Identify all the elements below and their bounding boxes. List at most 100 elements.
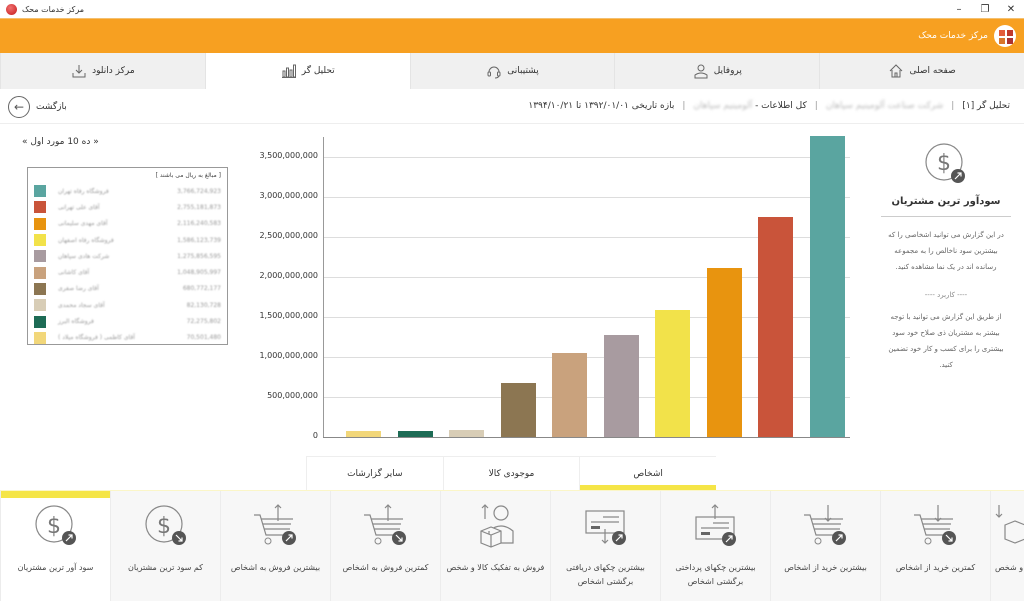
legend-name: آقای سجاد محمدی [58, 301, 105, 309]
gridline [324, 237, 850, 238]
gridline [324, 277, 850, 278]
legend-swatch [34, 282, 46, 295]
legend-value: 2,755,181,873 [177, 203, 221, 211]
legend-unit-note: [ مبالغ به ریال می باشند ] [155, 172, 221, 179]
download-icon [72, 65, 86, 78]
tab-home[interactable]: صفحه اصلی [819, 53, 1024, 89]
legend-item: آقای سجاد محمدی 82,130,728 [34, 297, 221, 313]
report-tile-label: کم سود ترین مشتریان [128, 563, 203, 572]
tab-profile[interactable]: پروفایل [614, 53, 819, 89]
legend-value: 1,048,905,997 [177, 269, 221, 277]
report-tile-label: بیشترین فروش به اشخاص [230, 563, 321, 572]
tab-analyzer[interactable]: تحلیل گر [204, 53, 410, 89]
legend-name: فروشگاه رفاه اصفهان [58, 236, 114, 244]
x-axis [323, 437, 850, 438]
tab-support[interactable]: پشتیبانی [409, 53, 615, 89]
y-tick-label: 1,500,000,000 [259, 311, 318, 320]
y-tick-label: 0 [312, 431, 318, 440]
legend-name: آقای کاظمی ( فروشگاه میلاد ) [58, 334, 135, 342]
legend-swatch [34, 250, 46, 263]
tab-persons-label: اشخاص [633, 468, 663, 479]
chart-bar[interactable] [346, 431, 381, 437]
chart-bar[interactable] [655, 310, 690, 437]
date-range-label: بازه تاریخی [631, 101, 675, 111]
breadcrumb-date-range: بازه تاریخی ۱۳۹۲/۰۱/۰۱ تا ۱۳۹۴/۱۰/۲۱ [528, 101, 674, 111]
svg-text:$: $ [157, 514, 171, 539]
dollar-up-icon: $ [34, 505, 76, 545]
info-description: در این گزارش می توانید اشخاصی را که بیشت… [888, 231, 1004, 271]
y-axis [323, 137, 324, 437]
chart-bar[interactable] [397, 431, 433, 437]
report-tile-least-sales[interactable]: کمترین فروش به اشخاص [330, 491, 440, 601]
tab-download[interactable]: مرکز دانلود [0, 53, 205, 89]
report-tile-least-purchases[interactable]: کمترین خرید از اشخاص [880, 491, 990, 601]
chart-bar[interactable] [809, 135, 845, 437]
report-tile-label: کمترین فروش به اشخاص [342, 563, 429, 572]
report-tile-label: فروش به تفکیک کالا و شخص [446, 563, 545, 572]
y-tick-label: 3,000,000,000 [259, 191, 318, 200]
legend-value: 72,275,802 [186, 318, 221, 326]
gridline [324, 357, 850, 358]
tab-support-label: پشتیبانی [507, 66, 539, 76]
legend-swatch [34, 266, 46, 279]
report-tile-sales-by-item-person[interactable]: فروش به تفکیک کالا و شخص [440, 491, 550, 601]
chart-bar[interactable] [449, 430, 484, 437]
dollar-up-icon: $ [924, 142, 968, 186]
svg-text:$: $ [47, 514, 61, 539]
tab-inventory[interactable]: موجودی کالا [442, 457, 580, 490]
cart-down-icon [363, 504, 406, 545]
legend-item: آقای کاشانی 1,048,905,997 [34, 264, 221, 280]
breadcrumb-company: شرکت صناعت آلومینیم سپاهان [825, 101, 944, 111]
y-tick-label: 2,000,000,000 [259, 271, 318, 280]
legend-name: آقای مهدی سلیمانی [58, 220, 108, 228]
box-in-icon [995, 505, 1024, 544]
legend-value: 1,586,123,739 [177, 236, 221, 244]
chart-bar[interactable] [603, 334, 639, 437]
minimize-button[interactable]: – [956, 3, 962, 15]
app-logo-icon [6, 3, 17, 15]
report-tile-received-cheques[interactable]: بیشترین چکهای دریافتی برگشتی اشخاص [550, 491, 660, 601]
report-tile-label: کمترین خرید از اشخاص [895, 563, 976, 572]
report-tile-paid-cheques[interactable]: بیشترین چکهای پرداختی برگشتی اشخاص [660, 491, 770, 601]
report-tile-least-profitable[interactable]: $ کم سود ترین مشتریان [110, 491, 220, 601]
date-to: ۱۳۹۴/۱۰/۲۱ [528, 101, 574, 111]
legend-name: فروشگاه البرز [58, 318, 94, 326]
chart-bar[interactable] [500, 382, 536, 437]
gridline [324, 197, 850, 198]
legend-name: فروشگاه رفاه تهران [58, 187, 109, 195]
legend-item: فروشگاه رفاه تهران 3,766,724,923 [34, 183, 221, 199]
dollar-down-icon: $ [144, 505, 186, 545]
legend-swatch [34, 299, 46, 312]
brand-name: مرکز خدمات محک [918, 31, 988, 41]
chart-bar[interactable] [706, 267, 742, 437]
gridline [324, 397, 850, 398]
chart-bar[interactable] [552, 353, 587, 437]
tab-persons[interactable]: اشخاص [579, 457, 716, 490]
tab-analyzer-label: تحلیل گر [301, 66, 335, 76]
report-tile-most-profitable[interactable]: $ سود آور ترین مشتریان [0, 491, 110, 601]
tab-other-reports[interactable]: سایر گزارشات [305, 457, 443, 490]
close-button[interactable]: ✕ [1006, 3, 1016, 15]
report-tile-label: بیشترین خرید از اشخاص [784, 563, 867, 572]
maximize-button[interactable]: ❐ [980, 3, 990, 15]
report-tile-purchase-by-item-person[interactable]: خرید به تفکیک کالا و شخص [990, 491, 1024, 601]
breadcrumb-analyzer[interactable]: تحلیل گر [۱] [962, 101, 1010, 111]
y-tick-label: 3,500,000,000 [259, 151, 318, 160]
legend-name: آقای رضا صفری [58, 285, 99, 293]
usage-description: از طریق این گزارش می توانید با توجه بیشت… [888, 313, 1004, 369]
report-tile-most-purchases[interactable]: بیشترین خرید از اشخاص [770, 491, 880, 601]
back-button[interactable]: ← بازگشت [8, 96, 67, 118]
breadcrumb-scope: کل اطلاعات - آلومینیم سپاهان [693, 101, 807, 111]
brand: مرکز خدمات محک [918, 25, 1016, 47]
legend-item: آقای علی تهرانی 2,755,181,873 [34, 199, 221, 215]
report-tile-most-sales[interactable]: بیشترین فروش به اشخاص [220, 491, 330, 601]
arrow-left-icon: ← [8, 96, 30, 118]
report-tile-label: بیشترین چکهای پرداختی برگشتی اشخاص [675, 563, 756, 586]
legend-value: 1,275,856,595 [177, 252, 221, 260]
y-tick-label: 1,000,000,000 [259, 351, 318, 360]
back-label: بازگشت [36, 102, 67, 112]
user-icon [694, 64, 708, 79]
legend-swatch [34, 201, 46, 214]
chart-bar[interactable] [758, 216, 793, 437]
tab-inventory-label: موجودی کالا [488, 468, 535, 479]
